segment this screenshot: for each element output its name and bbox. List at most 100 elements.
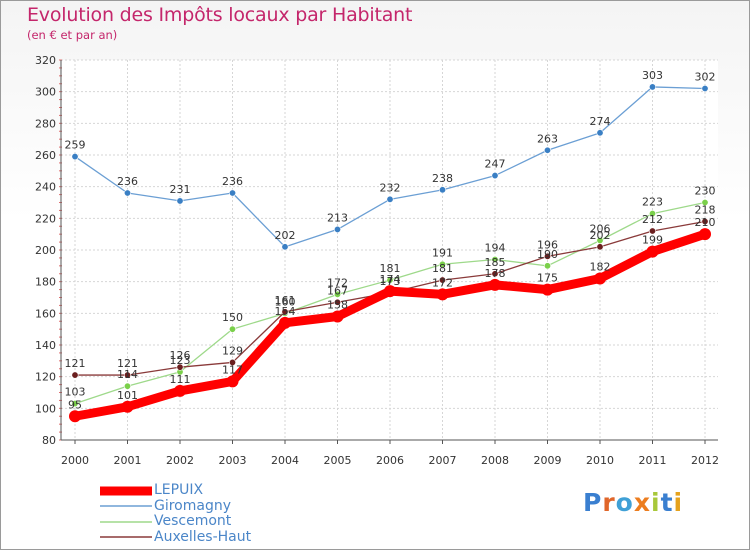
data-point-lepuix [69, 410, 81, 423]
data-label-giromagny: 303 [642, 69, 663, 82]
grid-layer [61, 59, 718, 441]
data-point-giromagny [701, 85, 709, 93]
y-tick-label: 280 [35, 117, 56, 130]
data-label-vescemont: 190 [537, 248, 558, 261]
data-point-auxelles-haut [333, 298, 341, 306]
data-label-auxelles-haut: 218 [695, 204, 716, 217]
logo-letter: o [615, 488, 634, 517]
data-point-auxelles-haut [281, 308, 289, 316]
data-point-vescemont [543, 262, 551, 270]
data-label-auxelles-haut: 121 [117, 357, 138, 370]
y-tick-label: 80 [42, 434, 56, 447]
data-point-lepuix [226, 375, 239, 388]
data-label-auxelles-haut: 161 [275, 294, 296, 307]
legend-swatch-vescemont [100, 521, 152, 523]
data-label-giromagny: 231 [170, 183, 191, 196]
y-tick-label: 180 [35, 276, 56, 289]
y-tick-label: 220 [35, 212, 56, 225]
data-label-auxelles-haut: 129 [222, 344, 243, 357]
legend-label-auxelles-haut: Auxelles-Haut [154, 528, 252, 545]
data-label-giromagny: 213 [327, 211, 348, 224]
data-label-auxelles-haut: 185 [485, 256, 506, 269]
data-label-vescemont: 114 [117, 368, 138, 381]
x-tick-label: 2004 [271, 454, 299, 467]
y-tick-label: 140 [35, 339, 56, 352]
y-tick-label: 300 [35, 86, 56, 99]
x-tick-label: 2008 [481, 454, 509, 467]
x-tick-label: 2010 [586, 454, 614, 467]
data-label-auxelles-haut: 167 [327, 284, 348, 297]
data-point-giromagny [543, 146, 551, 154]
x-tick-label: 2012 [691, 454, 719, 467]
data-label-giromagny: 236 [222, 175, 243, 188]
data-point-lepuix [646, 245, 659, 258]
data-label-giromagny: 236 [117, 175, 138, 188]
data-label-lepuix: 95 [68, 398, 82, 411]
y-tick-label: 100 [35, 402, 56, 415]
data-point-giromagny [333, 225, 341, 233]
data-label-lepuix: 117 [222, 363, 243, 376]
data-point-auxelles-haut [438, 276, 446, 284]
data-point-vescemont [701, 199, 709, 207]
data-label-layer: 259 236 231 236 202 213 232 238 247 263 274 303 302 1… [65, 69, 716, 411]
data-label-lepuix: 174 [380, 273, 401, 286]
data-label-lepuix: 210 [695, 216, 716, 229]
x-tick-label: 2001 [114, 454, 142, 467]
x-tick-label: 2006 [376, 454, 404, 467]
legend-swatch-giromagny [100, 505, 152, 507]
data-label-giromagny: 238 [432, 172, 453, 185]
proxiti-logo: Proxiti [583, 488, 683, 517]
data-label-vescemont: 150 [222, 311, 243, 324]
data-label-giromagny: 263 [537, 132, 558, 145]
data-label-vescemont: 123 [170, 354, 191, 367]
y-tick-label: 240 [35, 181, 56, 194]
logo-letter: x [633, 488, 651, 517]
data-point-auxelles-haut [648, 227, 656, 235]
data-label-vescemont: 223 [642, 196, 663, 209]
data-label-giromagny: 274 [590, 115, 611, 128]
data-label-lepuix: 199 [642, 234, 663, 247]
legend-label-vescemont: Vescemont [154, 513, 232, 530]
data-point-lepuix [699, 228, 711, 241]
data-label-auxelles-haut: 202 [590, 229, 611, 242]
data-point-vescemont [229, 325, 237, 333]
y-tick-label: 120 [35, 371, 56, 384]
data-label-giromagny: 302 [695, 71, 716, 84]
data-point-lepuix [279, 316, 291, 329]
data-point-auxelles-haut [491, 270, 499, 278]
data-label-giromagny: 202 [275, 229, 296, 242]
logo-letter: t [660, 488, 674, 517]
data-point-auxelles-haut [176, 363, 184, 371]
data-label-auxelles-haut: 173 [380, 275, 401, 288]
data-point-lepuix [174, 384, 186, 397]
data-point-giromagny [176, 197, 184, 205]
data-point-giromagny [386, 195, 394, 203]
data-point-vescemont [386, 276, 394, 284]
data-label-lepuix: 172 [432, 276, 453, 289]
data-label-vescemont: 194 [485, 242, 506, 255]
legend-item-vescemont: Vescemont [100, 514, 251, 530]
x-tick-label: 2009 [534, 454, 562, 467]
data-point-vescemont [491, 255, 499, 263]
y-tick-label: 260 [35, 149, 56, 162]
logo-letter: i [673, 488, 684, 517]
data-label-vescemont: 230 [695, 185, 716, 198]
data-label-auxelles-haut: 212 [642, 213, 663, 226]
logo-letter: i [651, 488, 661, 517]
data-label-vescemont: 172 [327, 276, 348, 289]
data-label-lepuix: 158 [327, 299, 348, 312]
chart-title: Evolution des Impôts locaux par Habitant [27, 4, 413, 26]
x-tick-label: 2007 [429, 454, 457, 467]
data-point-giromagny [124, 189, 132, 197]
logo-letter: P [583, 488, 603, 517]
y-tick-label: 200 [35, 244, 56, 257]
data-point-lepuix [541, 283, 554, 296]
y-tick-label: 160 [35, 307, 56, 320]
data-point-giromagny [281, 243, 289, 251]
data-label-vescemont: 191 [432, 246, 453, 259]
data-point-lepuix [594, 272, 606, 285]
legend-swatch-auxelles-haut [100, 536, 152, 538]
x-tick-label: 2011 [639, 454, 667, 467]
data-point-auxelles-haut [543, 252, 551, 260]
data-point-vescemont [333, 290, 341, 298]
